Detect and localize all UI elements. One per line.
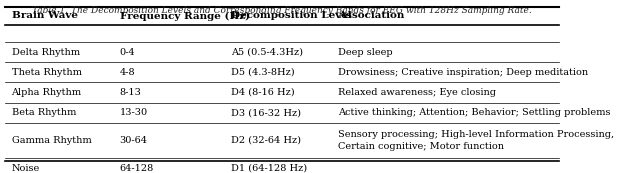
Text: 13-30: 13-30 <box>120 108 148 117</box>
Text: Brain Wave: Brain Wave <box>12 11 77 20</box>
Text: D2 (32-64 Hz): D2 (32-64 Hz) <box>232 136 301 145</box>
Text: Drowsiness; Creative inspiration; Deep meditation: Drowsiness; Creative inspiration; Deep m… <box>338 68 588 77</box>
Text: 4-8: 4-8 <box>120 68 135 77</box>
Text: 0-4: 0-4 <box>120 48 135 57</box>
Text: D4 (8-16 Hz): D4 (8-16 Hz) <box>232 88 295 97</box>
Text: Relaxed awareness; Eye closing: Relaxed awareness; Eye closing <box>338 88 496 97</box>
Text: D1 (64-128 Hz): D1 (64-128 Hz) <box>232 164 308 173</box>
Text: Sensory processing; High-level Information Processing,
Certain cognitive; Motor : Sensory processing; High-level Informati… <box>338 130 614 151</box>
Text: Noise: Noise <box>12 164 40 173</box>
Text: Frequency Range (Hz): Frequency Range (Hz) <box>120 11 250 21</box>
Text: Alpha Rhythm: Alpha Rhythm <box>12 88 82 97</box>
Text: 8-13: 8-13 <box>120 88 141 97</box>
Text: D5 (4.3-8Hz): D5 (4.3-8Hz) <box>232 68 295 77</box>
Text: Table 1. The Decomposition Levels and Corresponding Frequency Bands for EEG with: Table 1. The Decomposition Levels and Co… <box>33 6 532 15</box>
Text: Gamma Rhythm: Gamma Rhythm <box>12 136 92 145</box>
Text: Association: Association <box>338 11 404 20</box>
Text: Active thinking; Attention; Behavior; Settling problems: Active thinking; Attention; Behavior; Se… <box>338 108 610 117</box>
Text: Theta Rhythm: Theta Rhythm <box>12 68 81 77</box>
Text: A5 (0.5-4.3Hz): A5 (0.5-4.3Hz) <box>232 48 303 57</box>
Text: 64-128: 64-128 <box>120 164 154 173</box>
Text: Decomposition Level: Decomposition Level <box>232 11 352 20</box>
Text: Beta Rhythm: Beta Rhythm <box>12 108 76 117</box>
Text: D3 (16-32 Hz): D3 (16-32 Hz) <box>232 108 301 117</box>
Text: Delta Rhythm: Delta Rhythm <box>12 48 79 57</box>
Text: Deep sleep: Deep sleep <box>338 48 392 57</box>
Text: 30-64: 30-64 <box>120 136 147 145</box>
